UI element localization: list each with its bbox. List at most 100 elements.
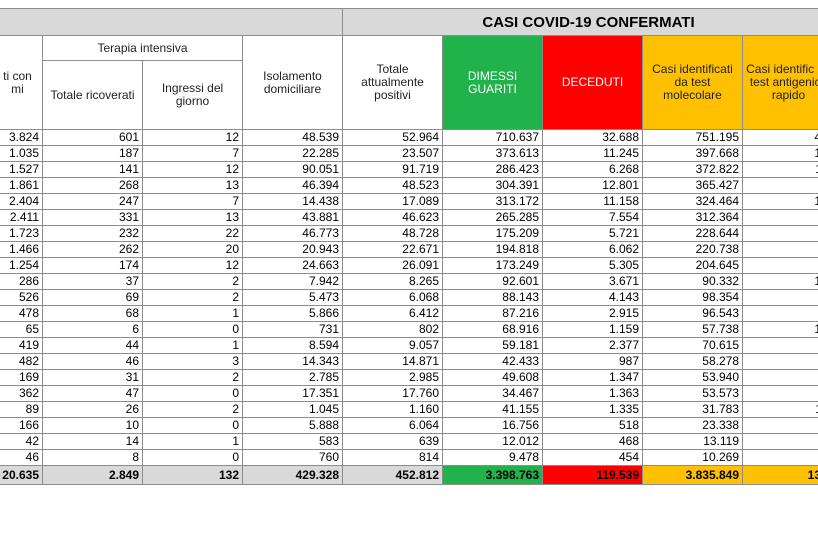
table-cell-ingressi: 1 xyxy=(142,305,243,322)
table-cell-attualmente-positivi: 48.728 xyxy=(342,225,443,242)
table-row: 1.466 262 20 20.943 22.671 194.818 6.062 220.73… xyxy=(0,241,818,258)
table-cell-test-antigenico xyxy=(741,337,818,354)
table-cell-deceduti: 518 xyxy=(542,417,643,434)
table-cell-test-molecolare: 372.822 xyxy=(642,161,743,178)
table-cell-test-antigenico: 135. xyxy=(741,465,818,485)
table-cell-ingressi: 0 xyxy=(142,417,243,434)
table-cell-ricoverati-sintomi: 482 xyxy=(0,353,43,370)
banner-row: CASI COVID-19 CONFERMATI xyxy=(0,8,818,36)
table-cell-deceduti: 6.062 xyxy=(542,241,643,258)
table-cell-totale-ricoverati: 247 xyxy=(42,193,143,210)
table-cell-ingressi: 1 xyxy=(142,337,243,354)
table-cell-ricoverati-sintomi: 89 xyxy=(0,401,43,418)
table-cell-isolamento: 5.866 xyxy=(242,305,343,322)
table-cell-totale-ricoverati: 174 xyxy=(42,257,143,274)
table-row: 169 31 2 2.785 2.985 49.608 1.347 53.940 xyxy=(0,369,818,386)
table-cell-dimessi-guariti: 265.285 xyxy=(442,209,543,226)
table-cell-isolamento: 24.663 xyxy=(242,257,343,274)
table-cell-isolamento: 8.594 xyxy=(242,337,343,354)
header-ingressi-del-giorno: Ingressi del giorno xyxy=(142,60,243,130)
table-cell-ingressi: 7 xyxy=(142,145,243,162)
table-cell-test-antigenico xyxy=(741,257,818,274)
table-row: 1.035 187 7 22.285 23.507 373.613 11.245 397.66… xyxy=(0,145,818,162)
table-cell-ricoverati-sintomi: 42 xyxy=(0,433,43,450)
table-cell-attualmente-positivi: 8.265 xyxy=(342,273,443,290)
table-cell-dimessi-guariti: 175.209 xyxy=(442,225,543,242)
table-cell-attualmente-positivi: 91.719 xyxy=(342,161,443,178)
table-cell-totale-ricoverati: 262 xyxy=(42,241,143,258)
table-cell-ingressi: 13 xyxy=(142,209,243,226)
table-cell-ingressi: 3 xyxy=(142,353,243,370)
table-cell-isolamento: 5.888 xyxy=(242,417,343,434)
header-deceduti: DECEDUTI xyxy=(542,35,643,130)
table-title: CASI COVID-19 CONFERMATI xyxy=(341,8,818,36)
table-cell-dimessi-guariti: 194.818 xyxy=(442,241,543,258)
table-cell-totale-ricoverati: 232 xyxy=(42,225,143,242)
table-cell-test-antigenico: 7. xyxy=(741,209,818,226)
table-cell-attualmente-positivi: 802 xyxy=(342,321,443,338)
table-cell-totale-ricoverati: 601 xyxy=(42,129,143,146)
table-cell-test-molecolare: 23.338 xyxy=(642,417,743,434)
table-cell-totale-ricoverati: 187 xyxy=(42,145,143,162)
table-row: 1.723 232 22 46.773 48.728 175.209 5.721 228.64… xyxy=(0,225,818,242)
table-cell-test-molecolare: 13.119 xyxy=(642,433,743,450)
table-cell-ricoverati-sintomi: 286 xyxy=(0,273,43,290)
table-cell-test-molecolare: 312.364 xyxy=(642,209,743,226)
table-cell-attualmente-positivi: 52.964 xyxy=(342,129,443,146)
table-cell-test-molecolare: 96.543 xyxy=(642,305,743,322)
table-cell-deceduti: 2.915 xyxy=(542,305,643,322)
table-cell-deceduti: 5.721 xyxy=(542,225,643,242)
table-cell-ingressi: 0 xyxy=(142,385,243,402)
table-cell-dimessi-guariti: 373.613 xyxy=(442,145,543,162)
table-cell-isolamento: 5.473 xyxy=(242,289,343,306)
header-totale-ricoverati: Totale ricoverati xyxy=(42,60,143,130)
table-cell-test-antigenico xyxy=(741,305,818,322)
header-test-molecolare: Casi identificati da test molecolare xyxy=(642,35,743,130)
table-cell-isolamento: 429.328 xyxy=(242,465,343,485)
table-cell-ricoverati-sintomi: 526 xyxy=(0,289,43,306)
table-cell-ricoverati-sintomi: 3.824 xyxy=(0,129,43,146)
table-cell-test-molecolare: 324.464 xyxy=(642,193,743,210)
table-cell-totale-ricoverati: 14 xyxy=(42,433,143,450)
table-cell-test-molecolare: 3.835.849 xyxy=(642,465,743,485)
table-cell-test-antigenico xyxy=(741,177,818,194)
table-cell-deceduti: 11.158 xyxy=(542,193,643,210)
table-cell-totale-ricoverati: 10 xyxy=(42,417,143,434)
table-cell-ricoverati-sintomi: 362 xyxy=(0,385,43,402)
table-cell-dimessi-guariti: 12.012 xyxy=(442,433,543,450)
table-cell-ricoverati-sintomi: 20.635 xyxy=(0,465,43,485)
table-cell-deceduti: 11.245 xyxy=(542,145,643,162)
table-cell-dimessi-guariti: 87.216 xyxy=(442,305,543,322)
table-cell-totale-ricoverati: 69 xyxy=(42,289,143,306)
table-cell-deceduti: 4.143 xyxy=(542,289,643,306)
table-cell-attualmente-positivi: 814 xyxy=(342,449,443,466)
table-cell-totale-ricoverati: 37 xyxy=(42,273,143,290)
table-cell-totale-ricoverati: 331 xyxy=(42,209,143,226)
table-cell-deceduti: 6.268 xyxy=(542,161,643,178)
table-cell-deceduti: 454 xyxy=(542,449,643,466)
table-cell-ingressi: 1 xyxy=(142,433,243,450)
table-cell-test-molecolare: 90.332 xyxy=(642,273,743,290)
table-cell-dimessi-guariti: 92.601 xyxy=(442,273,543,290)
table-cell-isolamento: 7.942 xyxy=(242,273,343,290)
table-cell-attualmente-positivi: 9.057 xyxy=(342,337,443,354)
table-row: 1.254 174 12 24.663 26.091 173.249 5.305 204.64… xyxy=(0,257,818,274)
table-cell-ricoverati-sintomi: 46 xyxy=(0,449,43,466)
table-cell-dimessi-guariti: 41.155 xyxy=(442,401,543,418)
table-cell-deceduti: 32.688 xyxy=(542,129,643,146)
table-cell-attualmente-positivi: 26.091 xyxy=(342,257,443,274)
table-cell-totale-ricoverati: 141 xyxy=(42,161,143,178)
table-cell-dimessi-guariti: 88.143 xyxy=(442,289,543,306)
table-cell-test-antigenico: 16. xyxy=(741,193,818,210)
table-cell-deceduti: 1.159 xyxy=(542,321,643,338)
table-cell-isolamento: 43.881 xyxy=(242,209,343,226)
totals-row: 20.635 2.849 132 429.328 452.812 3.398.763 119… xyxy=(0,465,818,485)
table-cell-deceduti: 12.801 xyxy=(542,177,643,194)
table-cell-dimessi-guariti: 34.467 xyxy=(442,385,543,402)
table-cell-ricoverati-sintomi: 169 xyxy=(0,369,43,386)
header-isolamento-domiciliare: Isolamento domiciliare xyxy=(242,35,343,130)
table-cell-deceduti: 119.539 xyxy=(542,465,643,485)
table-row: 478 68 1 5.866 6.412 87.216 2.915 96.543 xyxy=(0,305,818,322)
table-cell-ingressi: 2 xyxy=(142,273,243,290)
table-cell-isolamento: 22.285 xyxy=(242,145,343,162)
